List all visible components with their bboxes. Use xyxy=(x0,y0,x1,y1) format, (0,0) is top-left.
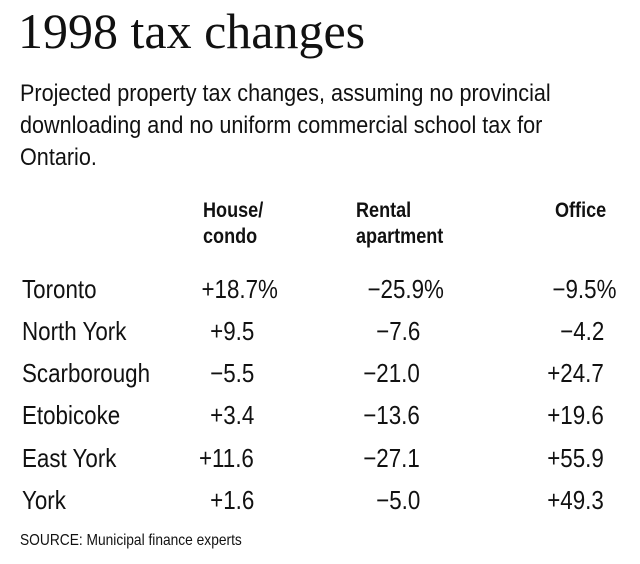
rental-apartment-value: −21.0 xyxy=(363,358,420,388)
row-label: North York xyxy=(22,316,127,346)
source-note: SOURCE: Municipal finance experts xyxy=(20,532,242,549)
table-row: East York +11.6 −27.1 +55.9 xyxy=(0,441,640,479)
office-value: −9.5% xyxy=(551,274,616,304)
rental-apartment-value: −25.9% xyxy=(367,274,444,304)
table-row: York +1.6 −5.0 +49.3 xyxy=(0,483,640,521)
rental-apartment-value: −13.6 xyxy=(363,400,420,430)
row-label: Scarborough xyxy=(22,358,151,388)
row-label: York xyxy=(22,485,66,515)
office-value: +19.6 xyxy=(547,400,604,430)
office-value: −4.2 xyxy=(559,316,604,346)
office-value: +49.3 xyxy=(547,485,604,515)
table-row: Etobicoke +3.4 −13.6 +19.6 xyxy=(0,398,640,436)
rental-apartment-value: −5.0 xyxy=(375,485,420,515)
table-row: North York +9.5 −7.6 −4.2 xyxy=(0,314,640,352)
table-row: Scarborough −5.5 −21.0 +24.7 xyxy=(0,356,640,394)
column-header-house-condo: House/ condo xyxy=(203,199,264,248)
house-condo-value: +3.4 xyxy=(209,400,254,430)
row-label: East York xyxy=(22,443,117,473)
row-label: Toronto xyxy=(22,274,97,304)
column-header-rental-apartment: Rental apartment xyxy=(356,199,444,248)
house-condo-value: −5.5 xyxy=(209,358,254,388)
table-row: Toronto +18.7% −25.9% −9.5% xyxy=(0,272,640,310)
office-value: +24.7 xyxy=(547,358,604,388)
rental-apartment-value: −27.1 xyxy=(363,443,420,473)
house-condo-value: +1.6 xyxy=(209,485,254,515)
house-condo-value: +11.6 xyxy=(199,443,254,473)
house-condo-value: +9.5 xyxy=(209,316,254,346)
rental-apartment-value: −7.6 xyxy=(375,316,420,346)
chart-title: 1998 tax changes xyxy=(18,3,366,59)
chart-subtitle: Projected property tax changes, assuming… xyxy=(20,80,551,171)
office-value: +55.9 xyxy=(547,443,604,473)
house-condo-value: +18.7% xyxy=(201,274,278,304)
column-header-office: Office xyxy=(555,199,607,222)
row-label: Etobicoke xyxy=(22,400,121,430)
